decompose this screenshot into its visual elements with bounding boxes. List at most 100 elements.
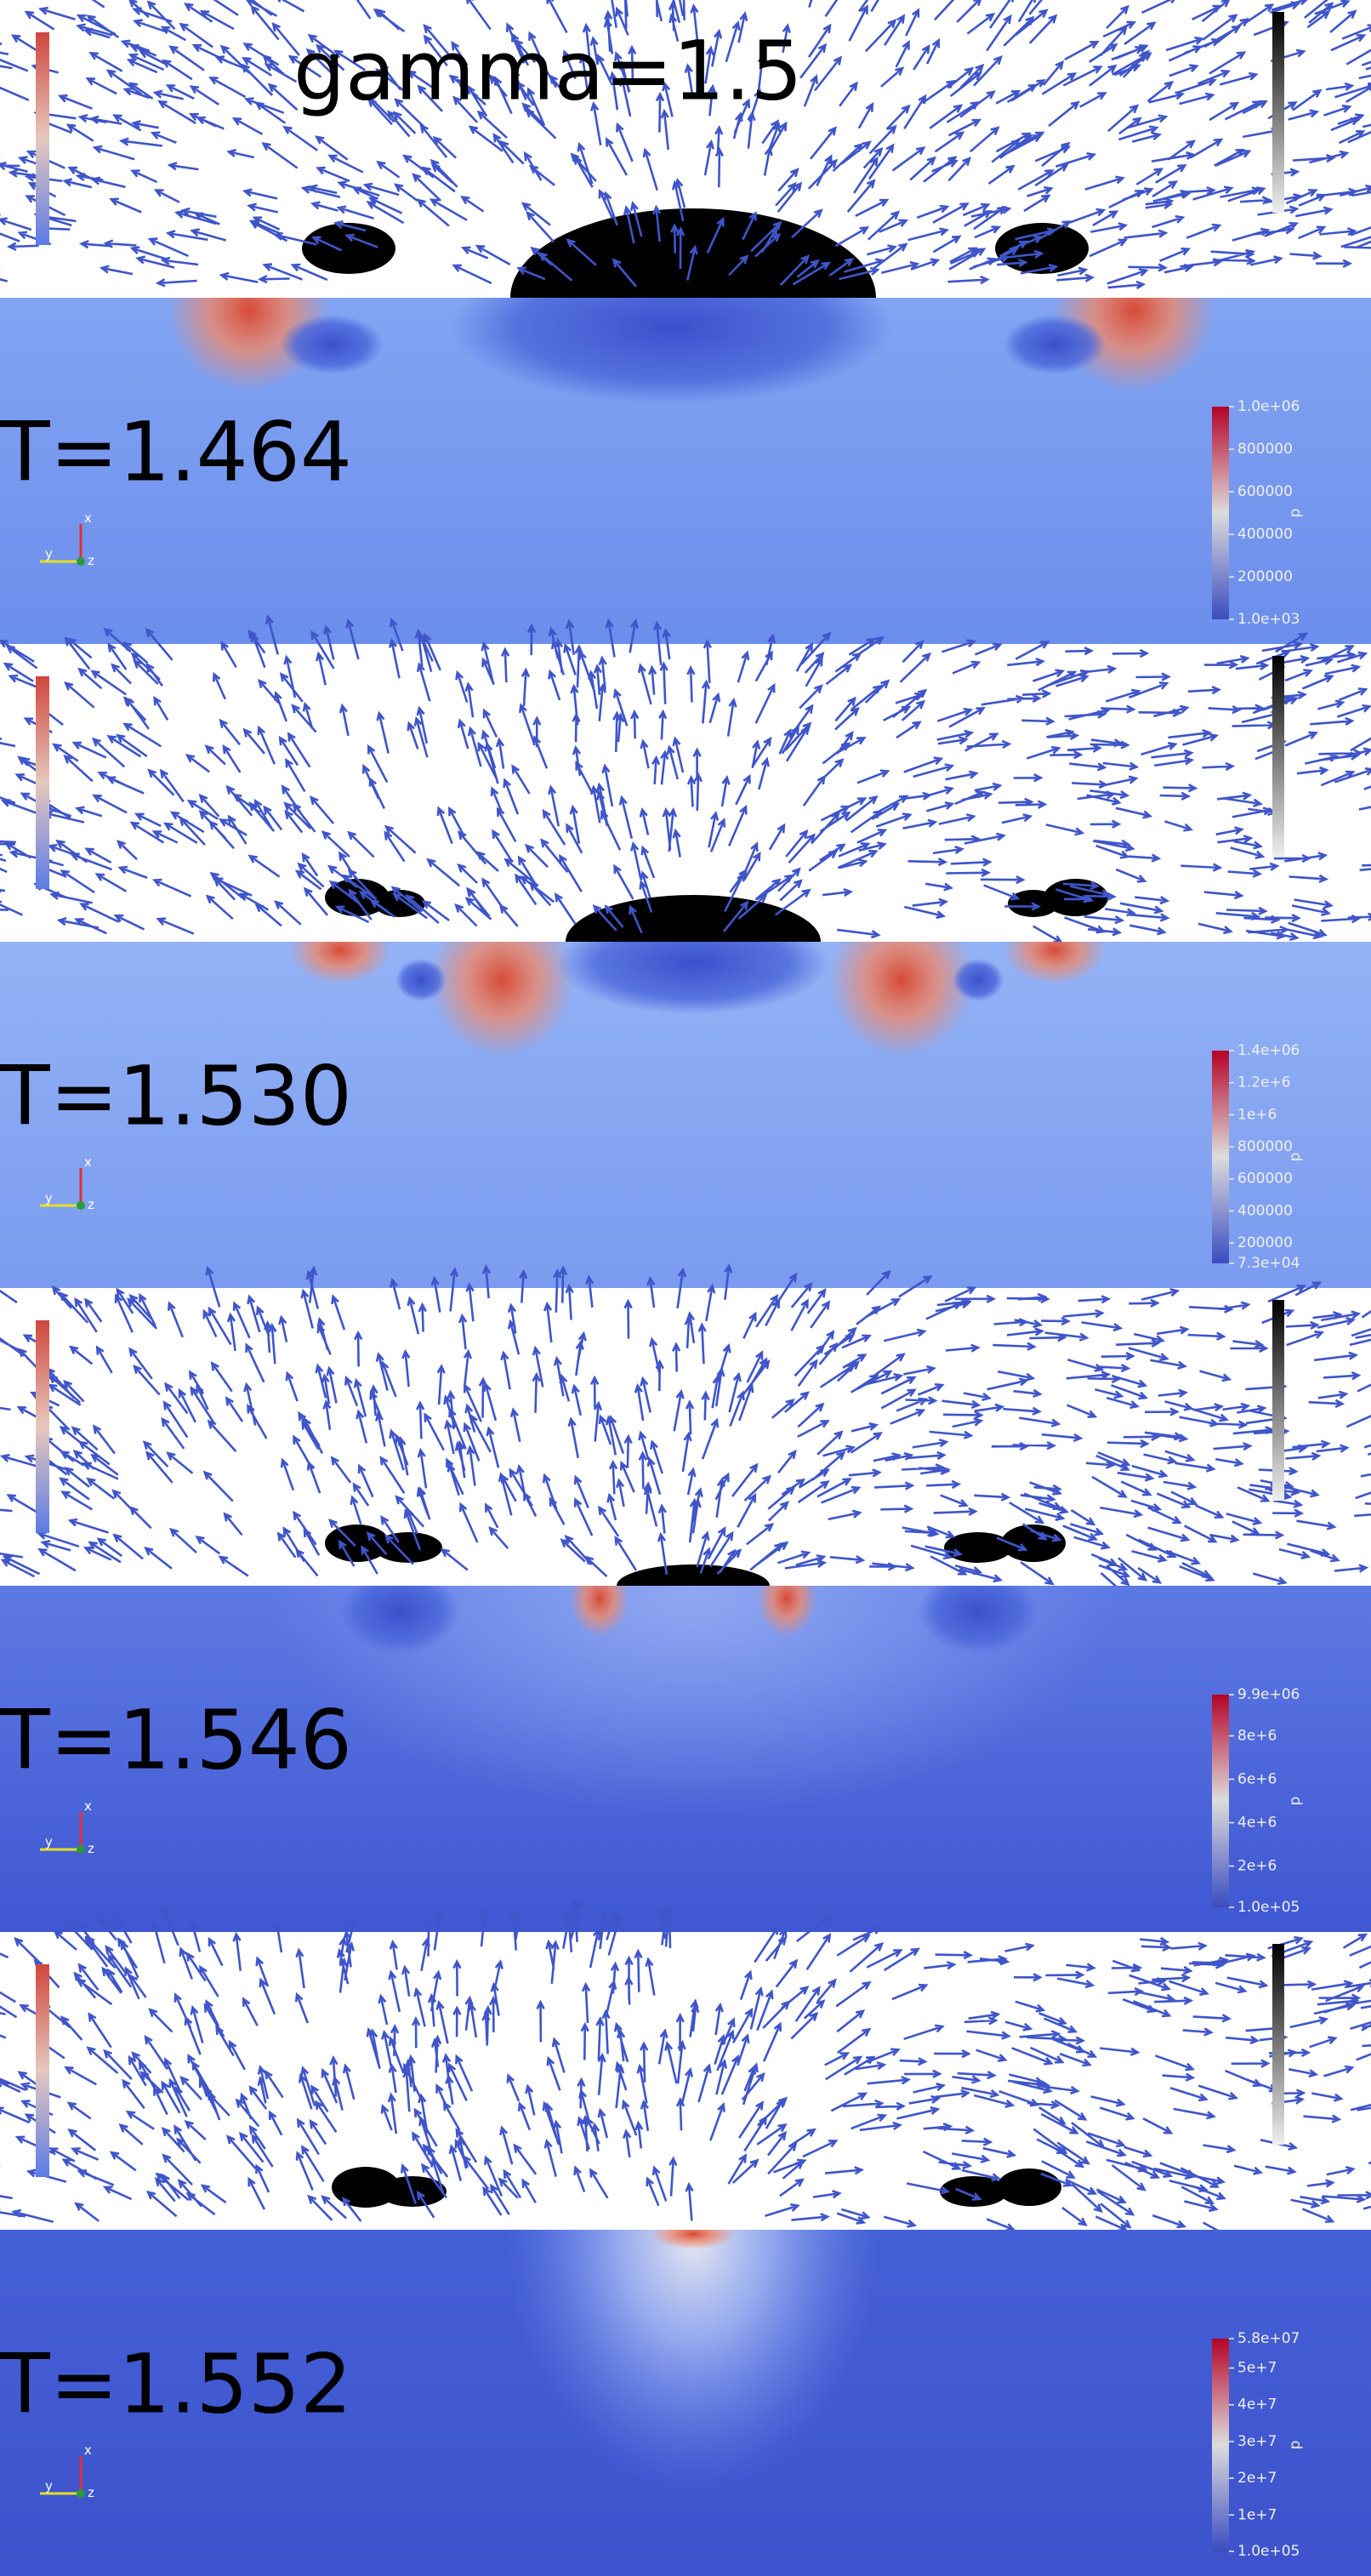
colorbar-title: p xyxy=(1287,2441,1304,2450)
colorbar-tick-label: 400000 xyxy=(1237,526,1293,543)
axis-label: y xyxy=(45,2478,53,2493)
axis-label: x xyxy=(84,1154,92,1170)
colorbar-tick-label: 4e+7 xyxy=(1237,2396,1277,2414)
pressure-blob xyxy=(757,1586,816,1637)
velocity-arrows xyxy=(0,614,1371,944)
colorbar-tick-label: 1.2e+6 xyxy=(1237,1074,1291,1091)
axis-z xyxy=(77,1201,85,1210)
pressure-features xyxy=(168,298,1215,404)
pressure-features xyxy=(268,1586,1118,1815)
velocity-arrows xyxy=(0,1896,1371,2242)
colorbar-tick-label: 2e+7 xyxy=(1237,2470,1277,2487)
pressure-blob xyxy=(557,942,829,1014)
colorbar-tick-label: 1.4e+06 xyxy=(1237,1042,1300,1059)
small-colorbar xyxy=(36,1964,49,2177)
gray-colorbar xyxy=(1272,1300,1284,1501)
axis-z xyxy=(77,2489,85,2498)
pressure-blob xyxy=(168,298,330,391)
colorbar-tick-label: 400000 xyxy=(1237,1202,1293,1219)
colorbar xyxy=(1212,1695,1229,1907)
colorbar-tick-label: 1.0e+03 xyxy=(1237,611,1300,628)
gray-colorbar xyxy=(1272,656,1284,857)
flow-region xyxy=(0,1932,1371,2230)
pressure-blob xyxy=(1004,315,1106,374)
axis-label: z xyxy=(88,2485,94,2500)
pressure-blob xyxy=(829,942,974,1057)
colorbar xyxy=(1212,1051,1229,1263)
colorbar-tick-label: 3e+7 xyxy=(1237,2433,1277,2450)
colorbar-tick-label: 800000 xyxy=(1237,1138,1293,1155)
colorbar-tick-label: 5e+7 xyxy=(1237,2360,1277,2377)
colorbar-title: p xyxy=(1287,1797,1304,1806)
colorbar-tick-label: 1e+6 xyxy=(1237,1106,1277,1123)
colorbar-tick-label: 9.9e+06 xyxy=(1237,1686,1300,1703)
panel: T=1.552 5.8e+07 5e+7 4e+7 3e+7 2e+7 1e+7 1.0e+0… xyxy=(0,1896,1371,2576)
pressure-blob xyxy=(451,298,893,404)
axis-label: y xyxy=(45,1190,53,1205)
velocity-arrows xyxy=(0,1263,1371,1602)
pressure-blob xyxy=(1004,942,1106,984)
pressure-blob xyxy=(289,942,391,984)
pressure-blob xyxy=(340,1586,459,1654)
cavity xyxy=(1001,1525,1066,1562)
colorbar-tick-label: 6e+6 xyxy=(1237,1770,1277,1787)
colorbar-tick-label: 200000 xyxy=(1237,1234,1293,1251)
pressure-blob xyxy=(268,1586,1118,1815)
axis-label: y xyxy=(45,1834,53,1849)
gray-colorbar xyxy=(1272,12,1284,213)
pressure-blob xyxy=(570,1586,629,1637)
small-colorbar xyxy=(36,1320,49,1533)
axis-label: x xyxy=(84,1798,92,1814)
axis-label: x xyxy=(84,510,92,526)
axis-z xyxy=(77,557,85,566)
colorbar-title: p xyxy=(1287,1153,1304,1162)
small-colorbar xyxy=(36,676,49,889)
pressure-features xyxy=(289,942,1106,1057)
pressure-blob xyxy=(953,959,1004,1001)
time-label: T=1.530 xyxy=(0,1048,352,1143)
panel: T=1.546 9.9e+06 8e+6 6e+6 4e+6 2e+6 1.0e+05 p x y… xyxy=(0,1263,1371,1932)
cavity xyxy=(995,223,1089,274)
pressure-blob xyxy=(919,1586,1038,1654)
cavity xyxy=(997,2169,1061,2206)
colorbar-tick-label: 200000 xyxy=(1237,568,1293,585)
colorbar xyxy=(1212,407,1229,619)
colorbar-tick-label: 8e+6 xyxy=(1237,1727,1277,1744)
colorbar-tick-label: 800000 xyxy=(1237,441,1293,458)
axis-label: z xyxy=(88,1197,94,1212)
cavity xyxy=(944,1532,1012,1563)
colorbar xyxy=(1212,2339,1229,2551)
time-label: T=1.546 xyxy=(0,1692,352,1787)
colorbar-tick-label: 1.0e+06 xyxy=(1237,398,1300,415)
cavity xyxy=(302,223,395,274)
cavity xyxy=(325,1525,390,1562)
cavity xyxy=(940,2176,1008,2207)
pressure-blob xyxy=(281,315,383,374)
small-colorbar xyxy=(36,32,49,245)
colorbar-tick-label: 7.3e+04 xyxy=(1237,1255,1300,1272)
colorbar-tick-label: 5.8e+07 xyxy=(1237,2330,1300,2347)
pressure-blob xyxy=(651,2230,736,2249)
colorbar-tick-label: 600000 xyxy=(1237,1171,1293,1188)
gray-colorbar xyxy=(1272,1944,1284,2145)
figure-title: gamma=1.5 xyxy=(293,23,803,118)
axis-label: y xyxy=(45,546,53,561)
axis-label: x xyxy=(84,2442,92,2458)
time-label: T=1.464 xyxy=(0,404,352,499)
axis-label: z xyxy=(88,553,94,568)
time-label: T=1.552 xyxy=(0,2336,352,2431)
pressure-blob xyxy=(506,2230,880,2493)
colorbar-tick-label: 1.0e+05 xyxy=(1237,2543,1300,2560)
pressure-features xyxy=(506,2230,880,2493)
pressure-blob xyxy=(430,942,574,1057)
colorbar-tick-label: 600000 xyxy=(1237,483,1293,500)
colorbar-tick-label: 2e+6 xyxy=(1237,1858,1277,1875)
pressure-blob xyxy=(1053,298,1215,391)
pressure-blob xyxy=(395,959,447,1001)
panel: T=1.464 1.0e+06 800000 600000 400000 200000 1.… xyxy=(0,0,1371,644)
colorbar-tick-label: 1.0e+05 xyxy=(1237,1899,1300,1916)
axis-label: z xyxy=(88,1841,94,1856)
panel: T=1.530 1.4e+06 1.2e+6 1e+6 800000 600000 4000… xyxy=(0,614,1371,1288)
